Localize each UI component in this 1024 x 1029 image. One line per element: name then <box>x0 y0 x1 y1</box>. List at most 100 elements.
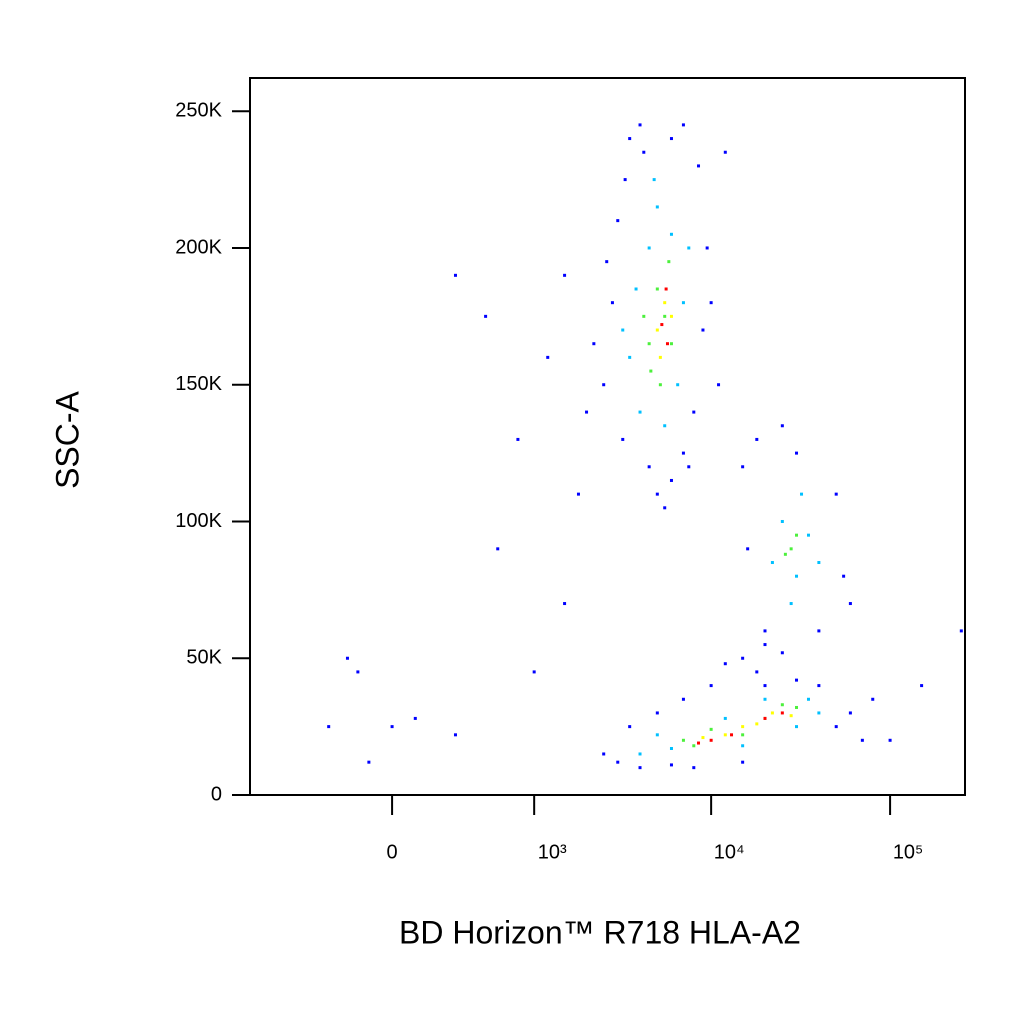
point <box>610 301 614 305</box>
point <box>663 314 667 318</box>
y-tick-label: 150K <box>175 373 222 395</box>
point <box>655 492 659 496</box>
point <box>663 301 667 305</box>
point <box>860 738 864 742</box>
point <box>681 697 685 701</box>
point <box>532 670 536 674</box>
point <box>789 602 793 606</box>
point <box>634 287 638 291</box>
point <box>692 410 696 414</box>
plot-frame <box>249 77 966 796</box>
point <box>800 492 804 496</box>
point <box>669 137 673 141</box>
point <box>701 328 705 332</box>
point <box>655 328 659 332</box>
point <box>741 760 745 764</box>
point <box>655 287 659 291</box>
point <box>770 711 774 715</box>
point <box>842 574 846 578</box>
point <box>667 260 671 264</box>
point <box>563 602 567 606</box>
point <box>817 561 821 565</box>
point <box>669 342 673 346</box>
point <box>780 703 784 707</box>
point <box>741 656 745 660</box>
point <box>546 355 550 359</box>
point <box>367 760 371 764</box>
x-tick-label: 10⁴ <box>714 841 745 863</box>
point <box>763 684 767 688</box>
point <box>665 342 669 346</box>
point <box>602 383 606 387</box>
point <box>780 651 784 655</box>
point <box>741 465 745 469</box>
point <box>681 301 685 305</box>
point <box>692 744 696 748</box>
point <box>638 752 642 756</box>
point <box>663 424 667 428</box>
point <box>647 465 651 469</box>
point <box>327 725 331 729</box>
y-tick-label: 100K <box>175 510 222 532</box>
y-tick-label: 250K <box>175 99 222 121</box>
point <box>848 602 852 606</box>
point <box>616 219 620 223</box>
point <box>741 744 745 748</box>
point <box>795 574 799 578</box>
point <box>616 760 620 764</box>
point <box>585 410 589 414</box>
point <box>623 178 627 182</box>
point <box>746 547 750 551</box>
point <box>687 465 691 469</box>
point <box>783 552 787 556</box>
point <box>484 314 488 318</box>
point <box>356 670 360 674</box>
y-axis-label: SSC-A <box>49 390 85 488</box>
point <box>621 328 625 332</box>
point <box>681 451 685 455</box>
point <box>723 150 727 154</box>
point <box>664 287 668 291</box>
point <box>795 678 799 682</box>
point <box>920 684 924 688</box>
point <box>806 697 810 701</box>
y-tick-label: 200K <box>175 236 222 258</box>
point <box>709 301 713 305</box>
point <box>789 714 793 718</box>
point <box>621 437 625 441</box>
point <box>780 519 784 523</box>
point <box>730 733 734 737</box>
point <box>834 492 838 496</box>
point <box>496 547 500 551</box>
point <box>888 738 892 742</box>
x-tick-label: 0 <box>387 841 398 863</box>
point <box>709 727 713 731</box>
point <box>628 725 632 729</box>
point <box>655 733 659 737</box>
point <box>413 716 417 720</box>
point <box>655 205 659 209</box>
point <box>741 733 745 737</box>
point <box>723 716 727 720</box>
point <box>345 656 349 660</box>
point <box>834 725 838 729</box>
point <box>795 451 799 455</box>
point <box>669 232 673 236</box>
point <box>669 763 673 767</box>
point <box>806 533 810 537</box>
point <box>763 629 767 633</box>
point <box>780 711 784 715</box>
point <box>755 437 759 441</box>
point <box>723 733 727 737</box>
point <box>669 747 673 751</box>
point <box>669 314 673 318</box>
x-tick-label: 10³ <box>538 841 567 863</box>
point <box>701 736 705 740</box>
point <box>817 684 821 688</box>
point <box>763 716 767 720</box>
x-axis-label: BD Horizon™ R718 HLA-A2 <box>399 914 801 950</box>
point <box>605 260 609 264</box>
point <box>576 492 580 496</box>
x-tick-label: 10⁵ <box>893 841 924 863</box>
point <box>817 711 821 715</box>
